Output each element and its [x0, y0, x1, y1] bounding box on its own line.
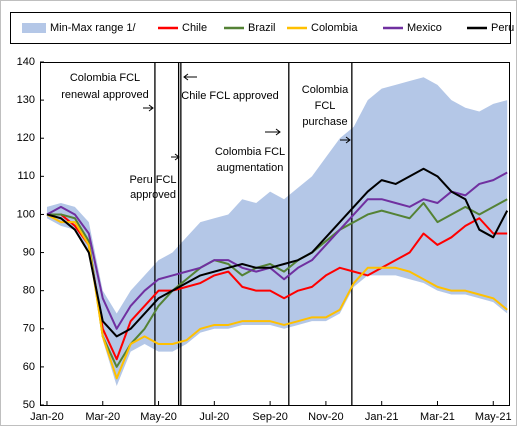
event-label: Peru FCL	[129, 174, 176, 186]
event-arrow	[143, 104, 154, 112]
legend-swatch	[22, 23, 46, 33]
event-label: Chile FCL approved	[181, 90, 278, 102]
event-label: renewal approved	[61, 89, 148, 101]
x-tick-label: Jan-20	[30, 411, 64, 423]
x-tick-label: Sep-20	[252, 411, 287, 423]
y-tick-label: 50	[23, 399, 35, 411]
event-label: augmentation	[217, 162, 284, 174]
y-tick-label: 70	[23, 323, 35, 335]
x-tick-label: May-21	[475, 411, 512, 423]
legend-label: Brazil	[248, 22, 276, 34]
event-label: FCL	[315, 100, 336, 112]
min-max-band	[46, 77, 508, 386]
series-line	[46, 167, 509, 338]
x-tick-label: Jul-20	[199, 411, 229, 423]
event-label: approved	[130, 189, 176, 201]
event-label: Colombia FCL	[215, 146, 285, 158]
legend-label: Colombia	[311, 22, 358, 34]
series-line	[46, 213, 508, 380]
event-arrow	[340, 136, 351, 144]
event-arrow	[183, 73, 197, 81]
y-tick-label: 140	[17, 56, 35, 68]
y-tick-label: 120	[17, 132, 35, 144]
y-tick-label: 80	[23, 285, 35, 297]
x-tick-label: Mar-20	[85, 411, 120, 423]
event-arrow	[265, 128, 281, 136]
event-arrow	[171, 153, 180, 161]
event-label: purchase	[302, 116, 347, 128]
y-tick-label: 130	[17, 94, 35, 106]
y-tick-label: 90	[23, 246, 35, 258]
legend-label: Mexico	[407, 22, 442, 34]
legend-label: Min-Max range 1/	[50, 22, 137, 34]
x-tick-label: Nov-20	[308, 411, 343, 423]
legend-box	[10, 12, 511, 44]
y-tick-label: 110	[17, 170, 35, 182]
legend-label: Chile	[182, 22, 207, 34]
event-label: Colombia	[302, 84, 349, 96]
series-line	[46, 171, 508, 330]
series-line	[46, 198, 508, 368]
series-line	[46, 213, 508, 361]
event-label: Colombia FCL	[70, 72, 140, 84]
plot-frame	[40, 62, 510, 406]
legend-label: Peru	[491, 22, 514, 34]
y-tick-label: 60	[23, 361, 35, 373]
x-tick-label: May-20	[140, 411, 177, 423]
x-tick-label: Mar-21	[420, 411, 455, 423]
y-tick-label: 100	[17, 208, 35, 220]
x-tick-label: Jan-21	[365, 411, 399, 423]
